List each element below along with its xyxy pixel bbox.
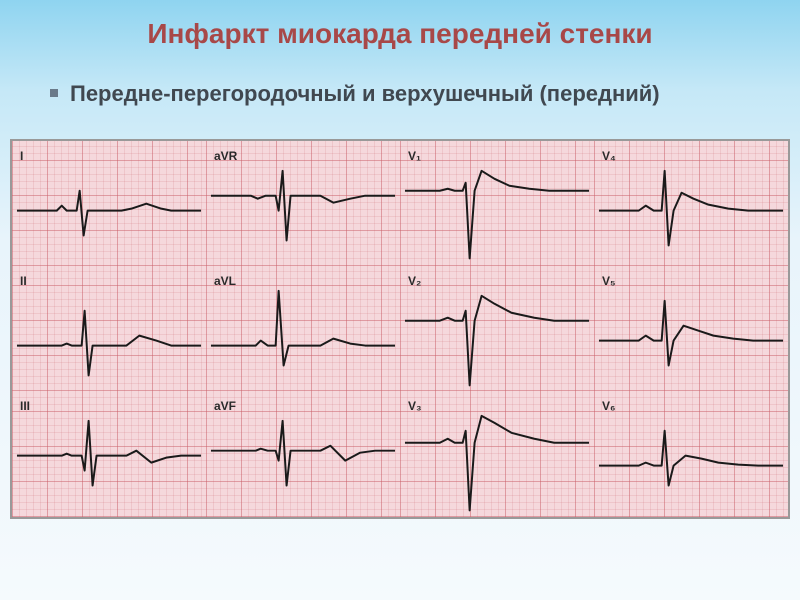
lead-label-I: I xyxy=(20,149,23,163)
ecg-trace-V3 xyxy=(400,391,594,516)
ecg-cell-II: II xyxy=(12,266,206,391)
bullet-icon xyxy=(50,89,58,97)
lead-label-III: III xyxy=(20,399,30,413)
slide-title: Инфаркт миокарда передней стенки xyxy=(0,0,800,80)
subtitle-row: Передне-перегородочный и верхушечный (пе… xyxy=(0,80,800,139)
lead-label-V5: V₅ xyxy=(602,274,616,288)
ecg-cell-V1: V₁ xyxy=(400,141,594,266)
lead-label-aVF: aVF xyxy=(214,399,236,413)
lead-label-V4: V₄ xyxy=(602,149,616,163)
ecg-cell-I: I xyxy=(12,141,206,266)
lead-label-aVL: aVL xyxy=(214,274,236,288)
ecg-trace-V4 xyxy=(594,141,788,266)
ecg-cell-V6: V₆ xyxy=(594,391,788,516)
ecg-cell-V5: V₅ xyxy=(594,266,788,391)
ecg-cell-aVR: aVR xyxy=(206,141,400,266)
ecg-grid-container: I aVR V₁ V₄ II aVL xyxy=(10,139,790,519)
ecg-trace-III xyxy=(12,391,206,516)
ecg-trace-V6 xyxy=(594,391,788,516)
ecg-cell-V3: V₃ xyxy=(400,391,594,516)
ecg-trace-V1 xyxy=(400,141,594,266)
lead-label-aVR: aVR xyxy=(214,149,237,163)
lead-label-II: II xyxy=(20,274,27,288)
ecg-cell-aVL: aVL xyxy=(206,266,400,391)
ecg-cell-aVF: aVF xyxy=(206,391,400,516)
ecg-trace-V2 xyxy=(400,266,594,391)
lead-label-V2: V₂ xyxy=(408,274,421,288)
subtitle-text: Передне-перегородочный и верхушечный (пе… xyxy=(70,80,660,109)
ecg-trace-II xyxy=(12,266,206,391)
ecg-cell-V4: V₄ xyxy=(594,141,788,266)
ecg-cell-V2: V₂ xyxy=(400,266,594,391)
ecg-trace-I xyxy=(12,141,206,266)
lead-label-V1: V₁ xyxy=(408,149,421,163)
ecg-cell-III: III xyxy=(12,391,206,516)
ecg-trace-V5 xyxy=(594,266,788,391)
lead-label-V3: V₃ xyxy=(408,399,422,413)
lead-label-V6: V₆ xyxy=(602,399,615,413)
